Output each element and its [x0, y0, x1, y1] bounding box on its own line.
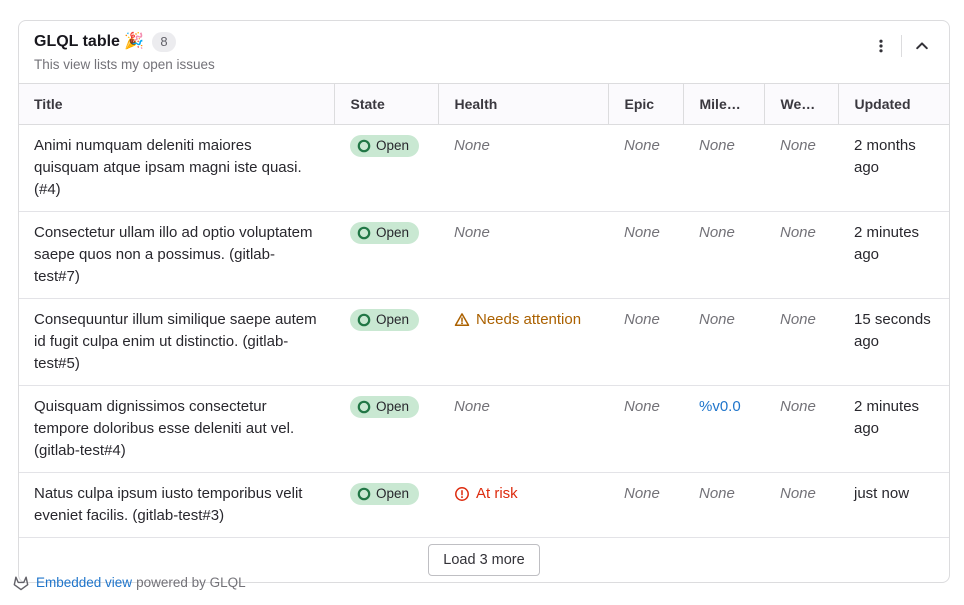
epic-value: None [624, 137, 660, 154]
column-header-weight: We… [763, 83, 838, 125]
glql-table-card: GLQL table 🎉 8 This view lists my open i… [18, 20, 950, 583]
milestone-link[interactable]: %v0.0 [699, 398, 741, 415]
health-label: Needs attention [476, 311, 582, 328]
column-header-state: State [333, 83, 438, 125]
exclamation-circle-icon [455, 487, 469, 501]
state-label: Open [376, 312, 410, 327]
epic-value: None [624, 311, 660, 328]
state-label: Open [376, 225, 410, 240]
health-badge-needs-attention: Needs attention [454, 309, 581, 331]
card-header: GLQL table 🎉 8 This view lists my open i… [19, 21, 949, 83]
load-more-row: Load 3 more [19, 538, 949, 583]
issue-open-icon [357, 313, 371, 327]
epic-value: None [624, 224, 660, 241]
milestone-value: None [699, 137, 735, 154]
weight-value: None [780, 485, 816, 502]
card-header-text: GLQL table 🎉 8 This view lists my open i… [34, 31, 215, 74]
more-actions-button[interactable] [866, 33, 896, 59]
issue-open-icon [357, 400, 371, 414]
milestone-value: None [699, 311, 735, 328]
epic-value: None [624, 398, 660, 415]
issue-title: Natus culpa ipsum iusto temporibus velit… [34, 485, 303, 524]
embedded-view-link[interactable]: Embedded view [36, 575, 133, 590]
issue-row: Quisquam dignissimos consectetur tempore… [19, 386, 949, 473]
state-badge-open: Open [350, 396, 420, 418]
updated-value: just now [854, 485, 910, 502]
issues-table: Title State Health Epic Mile… We… Update… [19, 83, 949, 582]
chevron-up-icon [916, 42, 928, 50]
issue-row: Natus culpa ipsum iusto temporibus velit… [19, 473, 949, 538]
issue-title: Quisquam dignissimos consectetur tempore… [34, 398, 295, 459]
column-header-title: Title [19, 83, 334, 125]
card-title: GLQL table 🎉 [34, 33, 145, 50]
warning-triangle-icon [454, 313, 470, 327]
updated-value: 2 minutes ago [854, 224, 920, 263]
issue-open-icon [357, 139, 371, 153]
state-label: Open [376, 486, 410, 501]
collapse-button[interactable] [907, 33, 937, 59]
column-header-epic: Epic [607, 83, 683, 125]
updated-value: 2 minutes ago [854, 398, 920, 437]
milestone-value: None [699, 485, 735, 502]
card-actions [866, 33, 937, 59]
milestone-value: None [699, 224, 735, 241]
powered-by-text: powered by GLQL [136, 575, 246, 590]
column-header-milestone: Mile… [682, 83, 764, 125]
issue-title: Consectetur ullam illo ad optio voluptat… [34, 224, 313, 285]
health-value: None [454, 137, 490, 154]
issue-open-icon [357, 226, 371, 240]
state-badge-open: Open [350, 135, 420, 157]
weight-value: None [780, 398, 816, 415]
health-label: At risk [476, 485, 518, 502]
state-badge-open: Open [350, 222, 420, 244]
issue-open-icon [357, 487, 371, 501]
issue-row: Animi numquam deleniti maiores quisquam … [19, 125, 949, 212]
ellipsis-vertical-icon [879, 39, 883, 53]
health-badge-at-risk: At risk [454, 483, 518, 505]
table-header-row: Title State Health Epic Mile… We… Update… [19, 83, 949, 125]
state-label: Open [376, 399, 410, 414]
weight-value: None [780, 137, 816, 154]
health-value: None [454, 398, 490, 415]
load-more-button[interactable]: Load 3 more [428, 544, 540, 576]
issue-title: Animi numquam deleniti maiores quisquam … [34, 137, 302, 198]
gitlab-tanuki-icon [13, 576, 29, 591]
state-badge-open: Open [350, 309, 420, 331]
embed-footer: Embedded view powered by GLQL [12, 574, 246, 592]
column-header-updated: Updated [837, 83, 949, 125]
card-subtitle: This view lists my open issues [34, 57, 215, 72]
weight-value: None [780, 224, 816, 241]
updated-value: 15 seconds ago [854, 311, 931, 350]
column-header-health: Health [437, 83, 608, 125]
state-badge-open: Open [350, 483, 420, 505]
epic-value: None [624, 485, 660, 502]
state-label: Open [376, 138, 410, 153]
issue-title: Consequuntur illum similique saepe autem… [34, 311, 317, 372]
health-value: None [454, 224, 490, 241]
actions-divider [901, 35, 902, 57]
updated-value: 2 months ago [854, 137, 916, 176]
issue-count-badge: 8 [152, 32, 176, 52]
weight-value: None [780, 311, 816, 328]
issue-row: Consequuntur illum similique saepe autem… [19, 299, 949, 386]
issue-row: Consectetur ullam illo ad optio voluptat… [19, 212, 949, 299]
